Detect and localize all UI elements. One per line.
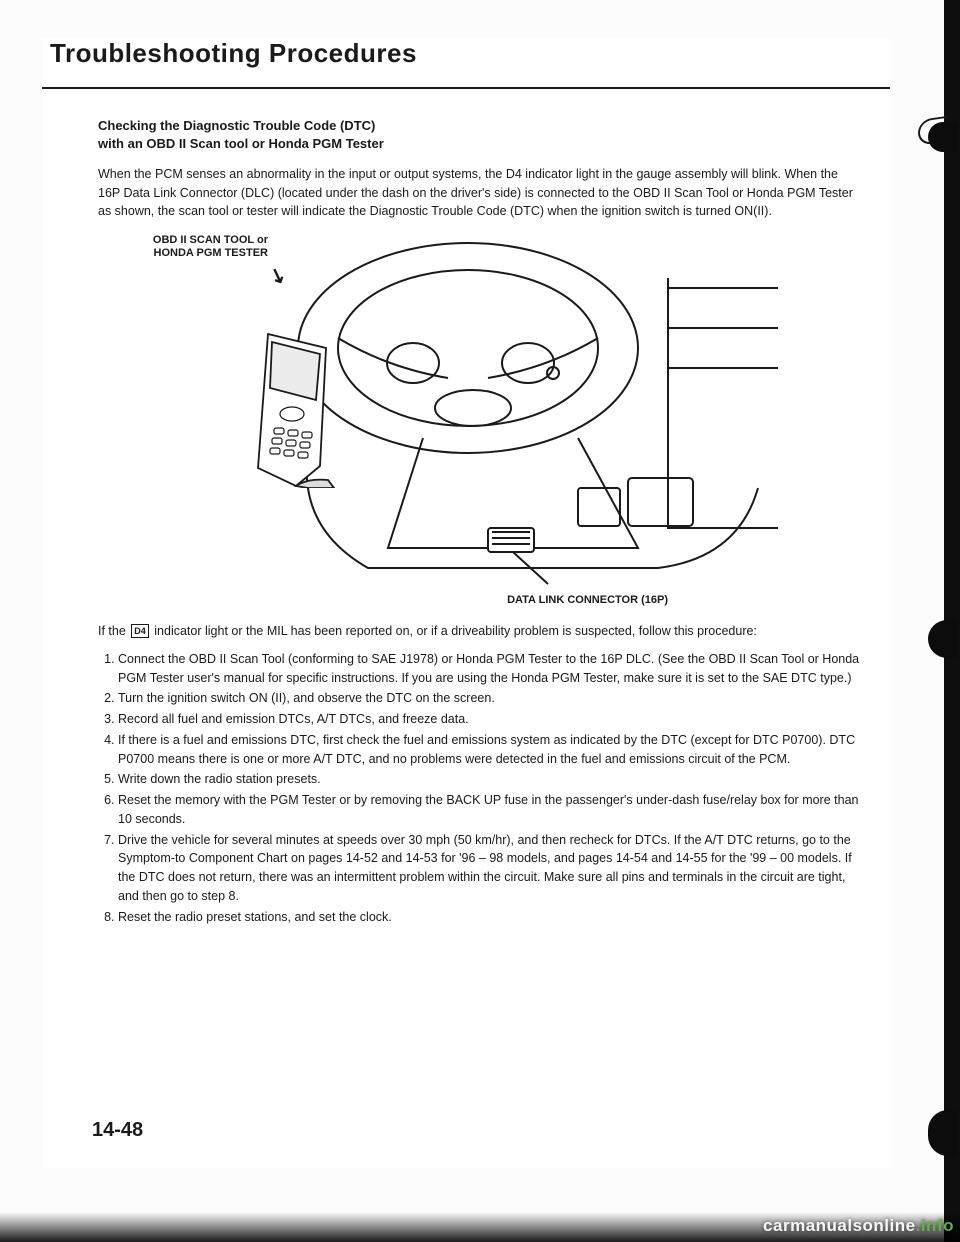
pgm-tester-icon xyxy=(248,328,338,488)
binder-edge xyxy=(920,0,960,1242)
dlc-figure: OBD II SCAN TOOL or HONDA PGM TESTER ↘ xyxy=(98,228,778,608)
procedure-steps: Connect the OBD II Scan Tool (conforming… xyxy=(98,650,860,927)
title-rule xyxy=(42,87,890,89)
step: Write down the radio station presets. xyxy=(118,770,860,789)
watermark: carmanualsonline.info xyxy=(763,1216,954,1236)
section-heading: Checking the Diagnostic Trouble Code (DT… xyxy=(98,117,860,153)
figure-label-dlc: DATA LINK CONNECTOR (16P) xyxy=(507,594,668,606)
intro-paragraph: When the PCM senses an abnormality in th… xyxy=(98,165,860,219)
d4-indicator-icon: D4 xyxy=(131,624,149,638)
page-number: 14-48 xyxy=(92,1119,143,1142)
heading-line: Checking the Diagnostic Trouble Code (DT… xyxy=(98,117,860,135)
step: Reset the radio preset stations, and set… xyxy=(118,908,860,927)
step: If there is a fuel and emissions DTC, fi… xyxy=(118,731,860,769)
page-content: Checking the Diagnostic Trouble Code (DT… xyxy=(42,117,890,926)
step: Record all fuel and emission DTCs, A/T D… xyxy=(118,710,860,729)
step: Turn the ignition switch ON (II), and ob… xyxy=(118,689,860,708)
page-title: Troubleshooting Procedures xyxy=(42,38,890,69)
heading-line: with an OBD II Scan tool or Honda PGM Te… xyxy=(98,135,860,153)
step: Reset the memory with the PGM Tester or … xyxy=(118,791,860,829)
after-figure-paragraph: If the D4 indicator light or the MIL has… xyxy=(98,622,860,640)
step: Drive the vehicle for several minutes at… xyxy=(118,831,860,906)
step: Connect the OBD II Scan Tool (conforming… xyxy=(118,650,860,688)
manual-page: Troubleshooting Procedures Checking the … xyxy=(42,38,890,1168)
